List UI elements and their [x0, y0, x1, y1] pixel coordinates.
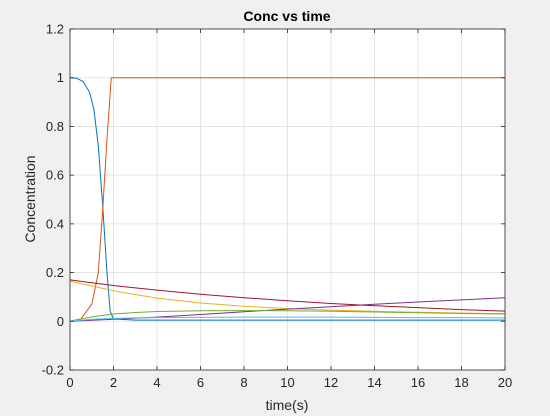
x-tick-label: 8 — [240, 375, 247, 390]
y-tick-label: 0.6 — [46, 168, 64, 183]
chart-title: Conc vs time — [243, 8, 330, 24]
series-lines — [69, 77, 506, 322]
x-tick-label: 16 — [411, 375, 425, 390]
series-line-2 — [69, 77, 505, 322]
x-tick-label: 2 — [110, 375, 117, 390]
x-axis-label: time(s) — [266, 397, 309, 413]
y-tick-label: 0.8 — [46, 119, 64, 134]
x-tick-label: 14 — [367, 375, 381, 390]
y-tick-label: 0.2 — [46, 265, 64, 280]
x-tick-label: 20 — [498, 375, 512, 390]
series-line-6 — [69, 316, 506, 322]
y-tick-label: 1 — [57, 70, 64, 85]
x-tick-label: 4 — [153, 375, 160, 390]
x-tick-label: 0 — [66, 375, 73, 390]
x-tick-label: 12 — [324, 375, 338, 390]
x-tick-label: 6 — [197, 375, 204, 390]
axis-ticks: 0 2 4 6 8 10 12 14 16 18 20-0.200.20.40.60.811.2 — [42, 22, 513, 391]
series-line-5 — [69, 310, 506, 322]
x-tick-label: 10 — [280, 375, 294, 390]
x-tick-label: 18 — [454, 375, 468, 390]
series-line-7 — [69, 279, 506, 312]
y-axis-label: Concentration — [22, 155, 38, 242]
y-tick-label: -0.2 — [42, 363, 64, 378]
y-tick-label: 0.4 — [46, 216, 64, 231]
y-tick-label: 1.2 — [46, 22, 64, 37]
y-tick-label: 0 — [57, 314, 64, 329]
